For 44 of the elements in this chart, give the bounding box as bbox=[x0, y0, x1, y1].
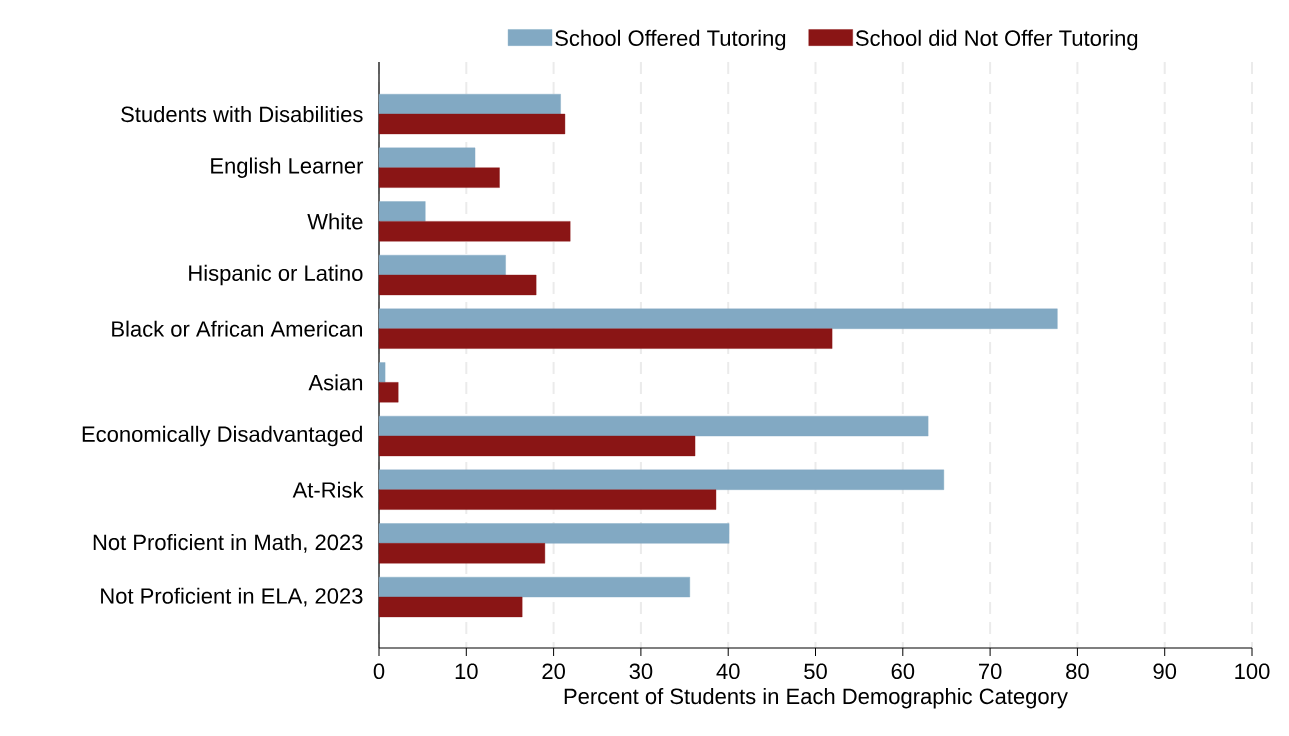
x-tick-label: 30 bbox=[629, 663, 653, 680]
bar bbox=[378, 308, 1058, 329]
y-tick-label: Asian bbox=[308, 374, 363, 391]
bar bbox=[378, 489, 717, 510]
bar bbox=[378, 362, 386, 383]
legend-label: School Offered Tutoring bbox=[555, 29, 786, 51]
y-tick-label: English Learner bbox=[211, 157, 364, 178]
x-tick-label: 50 bbox=[804, 663, 827, 680]
bar bbox=[378, 543, 546, 564]
bar bbox=[378, 274, 537, 296]
y-tick-label: At-Risk bbox=[292, 481, 364, 498]
y-tick-label: Hispanic or Latino bbox=[189, 264, 363, 286]
bar bbox=[378, 435, 696, 457]
x-tick-label: 90 bbox=[1153, 663, 1177, 680]
y-tick-label: Economically Disadvantaged bbox=[82, 425, 362, 447]
legend-label: School did Not Offer Tutoring bbox=[855, 29, 1138, 51]
bar bbox=[378, 94, 561, 115]
bar bbox=[378, 221, 571, 242]
y-tick-label: Black or African American bbox=[112, 320, 362, 337]
bar bbox=[378, 328, 833, 349]
y-tick-label: Students with Disabilities bbox=[121, 105, 363, 123]
bar bbox=[378, 382, 399, 403]
x-tick-label: 40 bbox=[716, 663, 740, 680]
bar bbox=[378, 576, 690, 598]
bar bbox=[378, 201, 426, 222]
bar bbox=[378, 113, 566, 135]
x-tick-label: 100 bbox=[1235, 663, 1270, 680]
bar bbox=[378, 147, 476, 168]
x-tick-label: 20 bbox=[542, 663, 565, 680]
bar bbox=[378, 167, 500, 188]
x-tick-label: 60 bbox=[891, 663, 915, 680]
x-tick-label: 10 bbox=[455, 663, 478, 680]
x-tick-label: 70 bbox=[979, 663, 1002, 680]
x-axis-title: Percent of Students in Each Demographic Category bbox=[564, 687, 1068, 709]
bar bbox=[378, 255, 506, 276]
y-tick-label: Not Proficient in ELA, 2023 bbox=[101, 587, 363, 607]
y-tick-label: Not Proficient in Math, 2023 bbox=[93, 533, 363, 553]
bar bbox=[378, 469, 945, 490]
bar bbox=[378, 523, 730, 544]
y-tick-label: White bbox=[307, 213, 363, 230]
x-tick-label: 80 bbox=[1066, 663, 1089, 680]
bar bbox=[378, 596, 523, 618]
bar bbox=[378, 415, 929, 437]
x-tick-label: 0 bbox=[373, 663, 385, 680]
